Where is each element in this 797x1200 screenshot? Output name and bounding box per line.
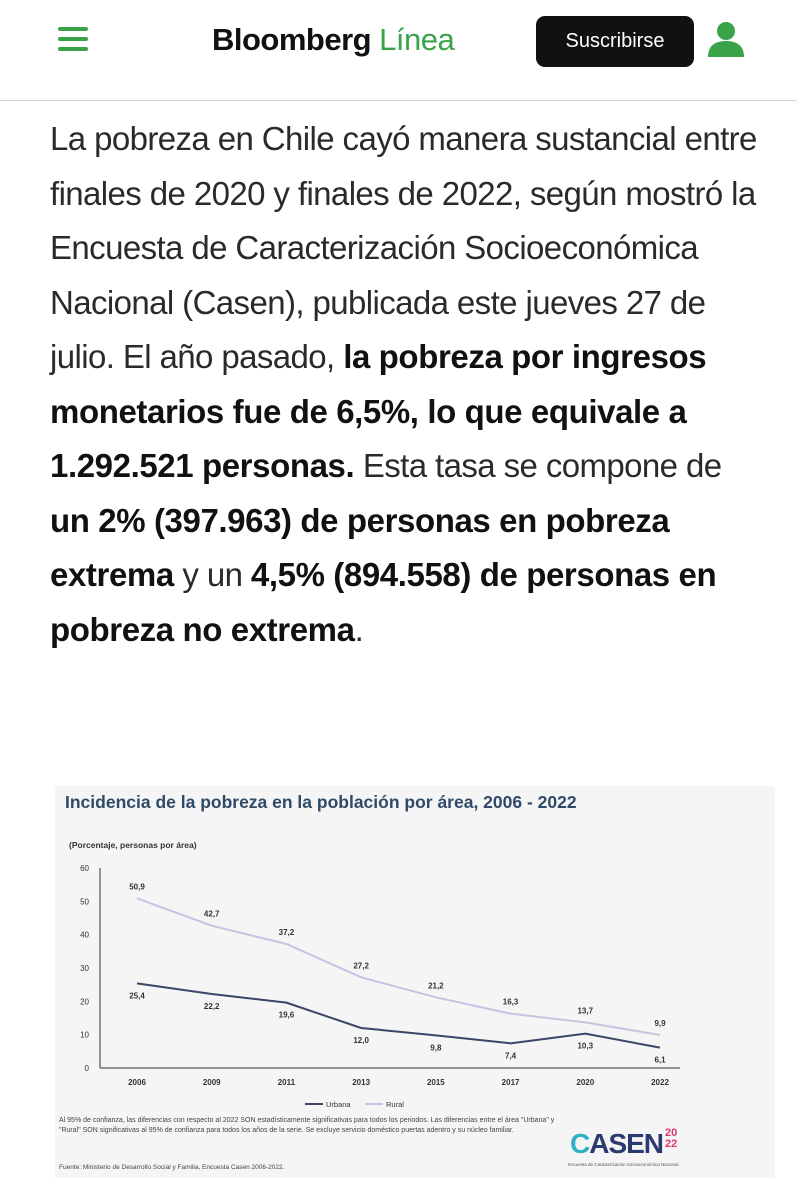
logo-accent: Línea bbox=[379, 22, 455, 57]
x-tick-label: 2020 bbox=[576, 1078, 594, 1087]
poverty-chart-figure: Incidencia de la pobreza en la población… bbox=[55, 786, 775, 1178]
casen-logo-text: ASEN bbox=[589, 1128, 664, 1159]
article-bold-1: la pobreza por ingresos monetarios fue d… bbox=[50, 338, 707, 484]
data-label-urbana: 22,2 bbox=[204, 1002, 220, 1011]
chart-source: Fuente: Ministerio de Desarrollo Social … bbox=[59, 1164, 285, 1171]
subscribe-button[interactable]: Suscribirse bbox=[536, 16, 694, 67]
article-paragraph: La pobreza en Chile cayó manera sustanci… bbox=[50, 112, 765, 657]
casen-logo: CASEN 20 22 bbox=[570, 1127, 678, 1160]
x-tick-label: 2009 bbox=[203, 1078, 221, 1087]
site-logo[interactable]: Bloomberg Línea bbox=[212, 22, 455, 58]
series-line-urbana bbox=[136, 982, 661, 1049]
x-tick-label: 2011 bbox=[278, 1078, 296, 1087]
legend-label: Urbana bbox=[326, 1100, 351, 1109]
data-label-urbana: 12,0 bbox=[353, 1036, 369, 1045]
casen-logo-year: 20 22 bbox=[665, 1127, 678, 1150]
y-tick-label: 40 bbox=[80, 931, 89, 940]
data-label-urbana: 25,4 bbox=[129, 991, 145, 1000]
article-text-3: y un bbox=[173, 556, 251, 593]
data-label-rural: 37,2 bbox=[279, 928, 295, 937]
series-line-rural bbox=[136, 897, 661, 1036]
y-tick-label: 60 bbox=[80, 864, 89, 873]
data-label-rural: 50,9 bbox=[129, 882, 145, 891]
y-tick-label: 10 bbox=[80, 1031, 89, 1040]
data-label-rural: 16,3 bbox=[503, 998, 519, 1007]
data-label-urbana: 7,4 bbox=[505, 1051, 517, 1060]
y-tick-label: 20 bbox=[80, 997, 89, 1006]
x-tick-label: 2006 bbox=[128, 1078, 146, 1087]
x-tick-label: 2017 bbox=[502, 1078, 520, 1087]
chart-subtitle: (Porcentaje, personas por área) bbox=[69, 840, 197, 850]
x-tick-label: 2015 bbox=[427, 1078, 445, 1087]
data-label-rural: 9,9 bbox=[654, 1019, 666, 1028]
line-chart: 0 10 20 30 40 50 60 2006 2009 2011 2013 2015 2017 202… bbox=[80, 864, 680, 1109]
article-text-4: . bbox=[354, 610, 364, 648]
article-text-2: Esta tasa se compone de bbox=[354, 447, 722, 484]
data-label-urbana: 10,3 bbox=[577, 1042, 593, 1051]
data-label-rural: 42,7 bbox=[204, 910, 220, 919]
top-bar: Bloomberg Línea Suscribirse bbox=[0, 0, 797, 101]
article-bold-2: un 2% (397.963) de personas en pobreza e… bbox=[50, 501, 670, 594]
data-label-rural: 27,2 bbox=[353, 961, 369, 970]
data-label-rural: 13,7 bbox=[577, 1006, 593, 1015]
x-tick-label: 2022 bbox=[651, 1078, 669, 1087]
y-tick-label: 50 bbox=[80, 897, 89, 906]
data-label-urbana: 19,6 bbox=[279, 1011, 295, 1020]
legend-label: Rural bbox=[386, 1100, 404, 1109]
chart-title: Incidencia de la pobreza en la población… bbox=[65, 792, 577, 812]
chart-notes: Al 95% de confianza, las diferencias con… bbox=[59, 1117, 555, 1134]
user-icon[interactable] bbox=[706, 19, 746, 59]
y-tick-label: 0 bbox=[85, 1064, 90, 1073]
y-tick-label: 30 bbox=[80, 964, 89, 973]
casen-logo-subtitle: Encuesta de Caracterización Socioeconómi… bbox=[568, 1162, 679, 1167]
article-bold-3: 4,5% (894.558) de personas en pobreza no… bbox=[50, 556, 717, 648]
data-label-urbana: 9,8 bbox=[430, 1043, 442, 1052]
logo-main: Bloomberg bbox=[212, 22, 372, 57]
hamburger-menu-icon[interactable] bbox=[58, 27, 88, 53]
data-label-urbana: 6,1 bbox=[654, 1056, 666, 1065]
data-label-rural: 21,2 bbox=[428, 981, 444, 990]
article-text-1: La pobreza en Chile cayó manera sustanci… bbox=[50, 120, 757, 375]
x-tick-label: 2013 bbox=[352, 1078, 370, 1087]
